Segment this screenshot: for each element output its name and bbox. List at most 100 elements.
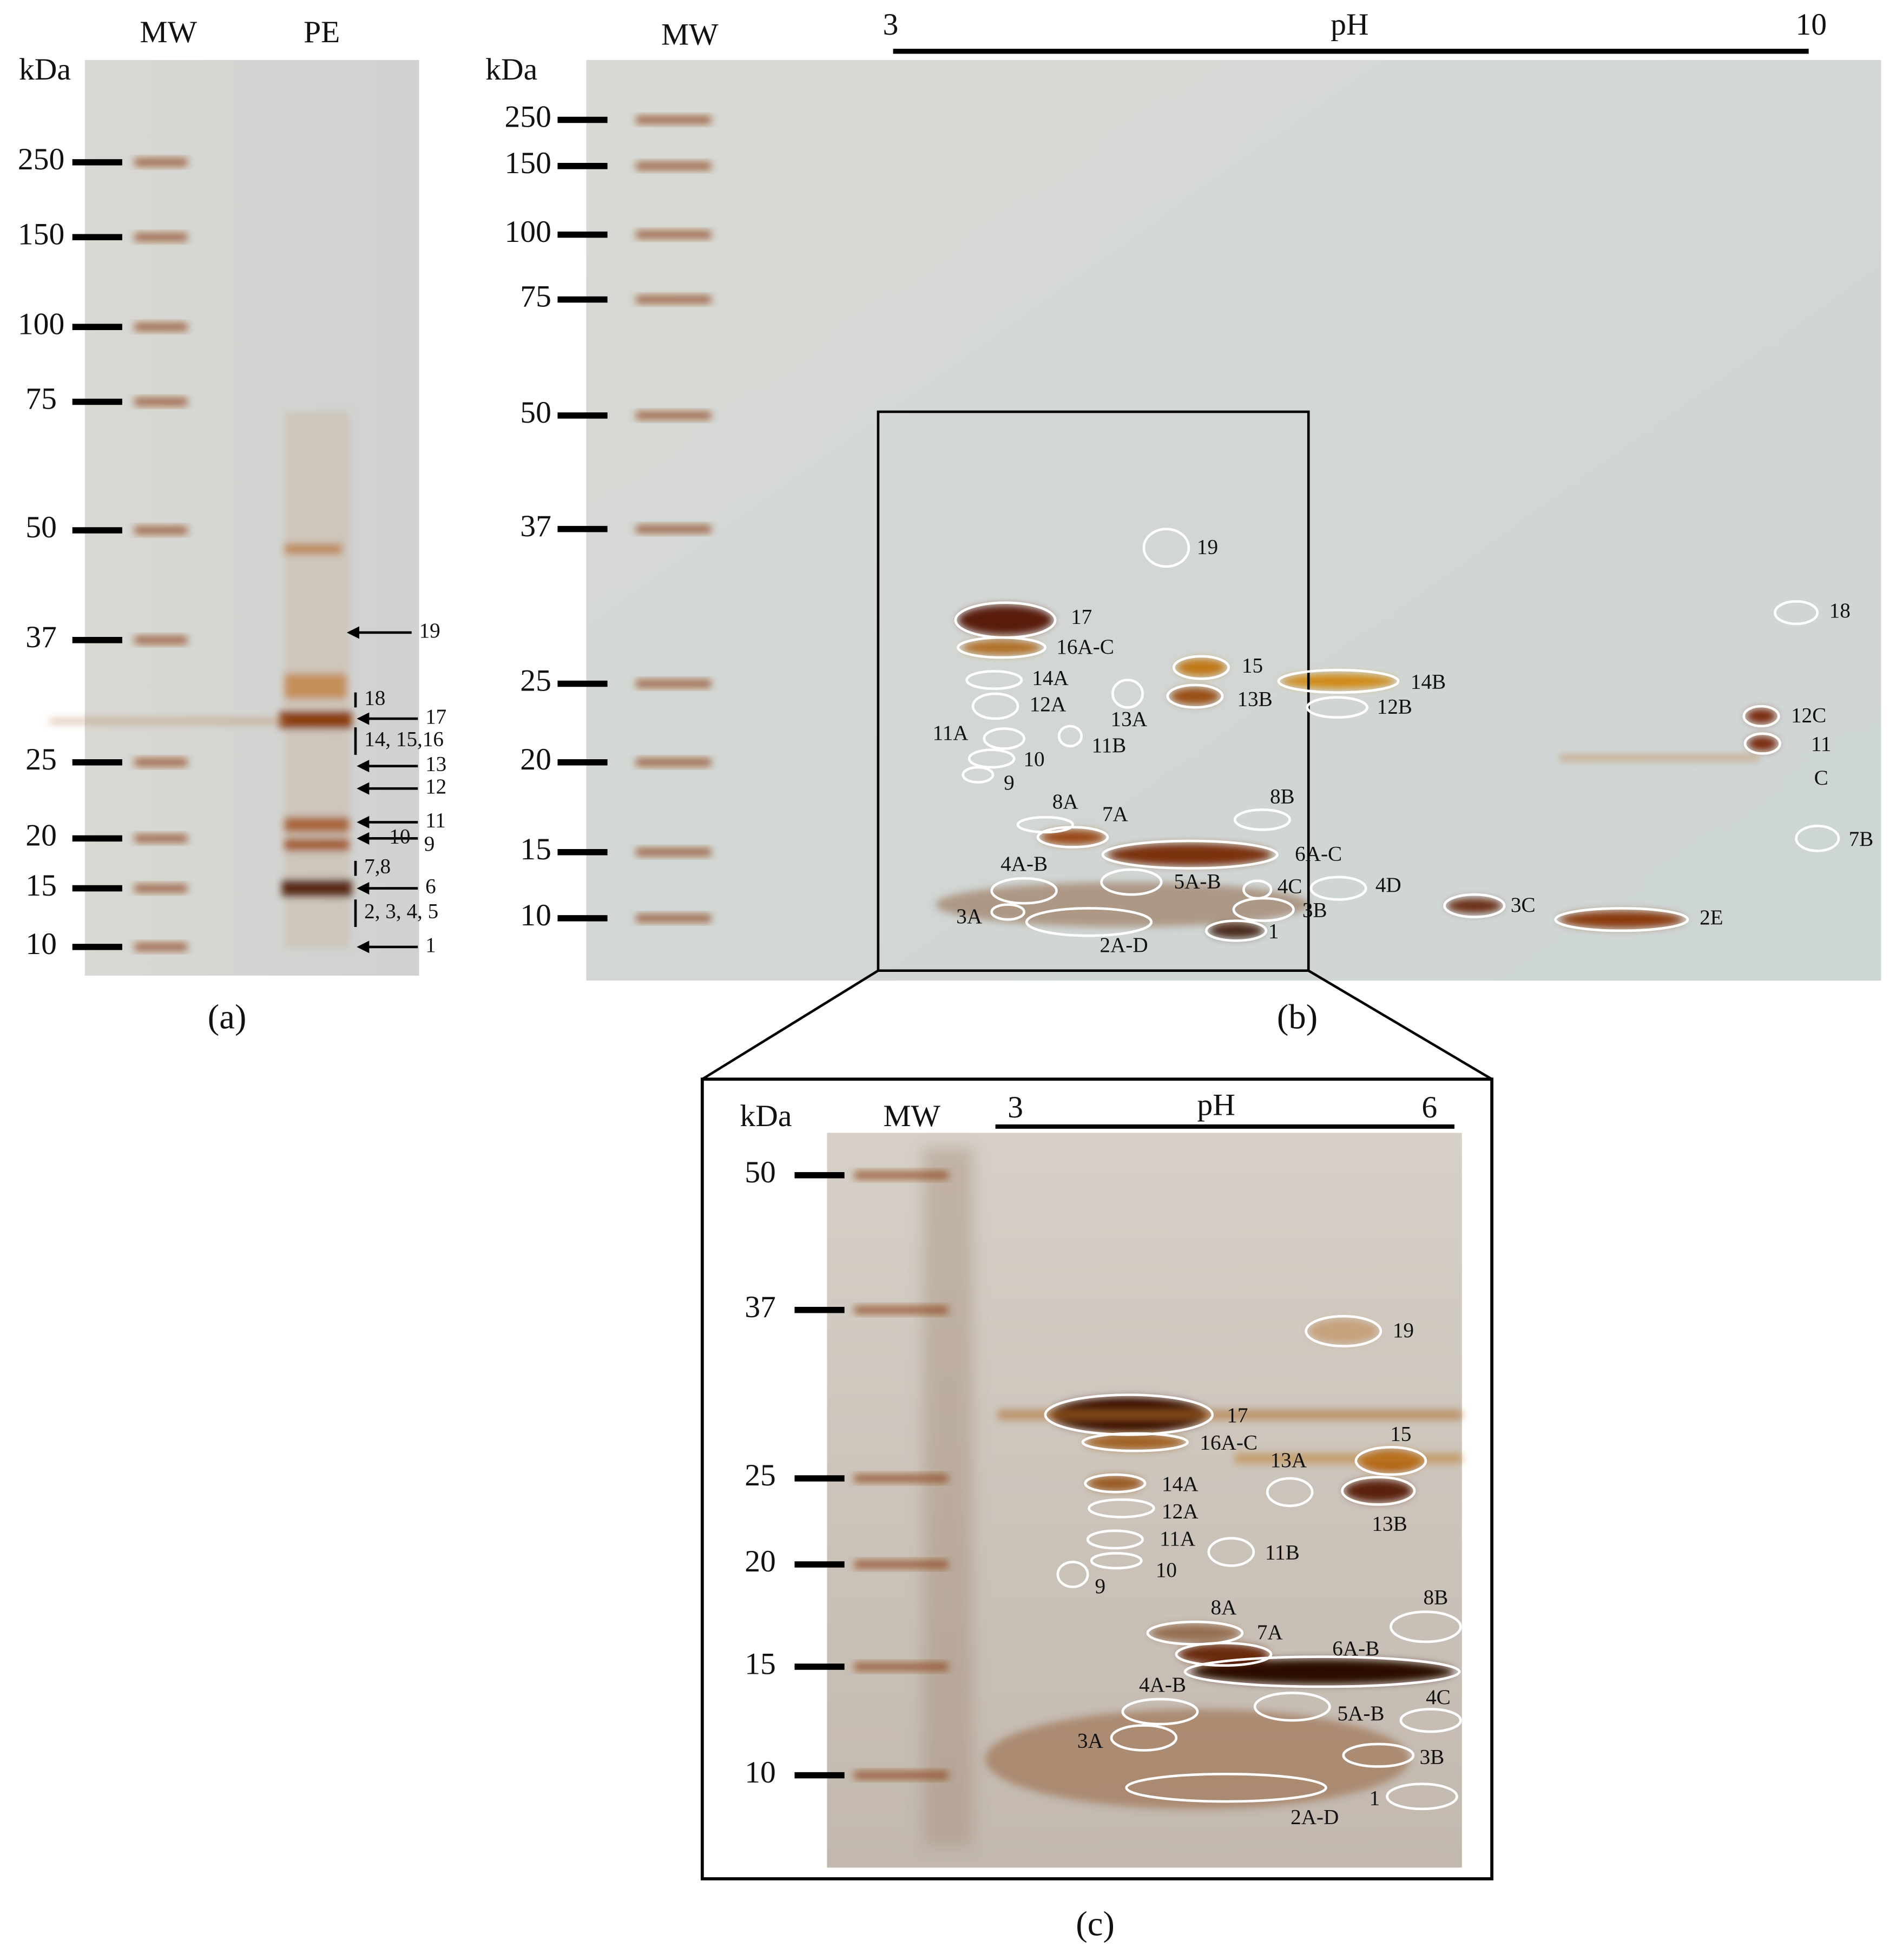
spot-label: 17 [1071, 606, 1092, 629]
spot-label: 13A [1111, 708, 1147, 731]
spot-label: 6A-B [1332, 1637, 1379, 1660]
ladder-band [636, 231, 711, 239]
band-label: 17 [425, 705, 446, 728]
ladder-band [854, 1561, 948, 1568]
spot-outline [990, 903, 1025, 921]
arrow-head [357, 782, 370, 795]
spot-label: 5A-B [1174, 870, 1221, 893]
zoom-line [701, 969, 879, 1081]
spot-outline [990, 877, 1058, 905]
ladder-band [134, 527, 187, 534]
band-label: 6 [425, 875, 436, 898]
ladder-band [636, 295, 711, 304]
spot-outline [1386, 1783, 1458, 1811]
spot-outline [1121, 1698, 1199, 1726]
marker-label: 20 [520, 742, 551, 777]
spot-label: 12B [1377, 695, 1412, 719]
spot-outline [1166, 683, 1224, 709]
spot-label: 11 [1811, 733, 1832, 756]
spot-outline [1036, 826, 1109, 849]
spot-label: 11B [1091, 734, 1126, 757]
spot-label: 4D [1375, 873, 1401, 897]
spot-outline [1207, 1537, 1255, 1567]
lane-label: MW [661, 18, 719, 52]
kda-label: kDa [19, 52, 71, 87]
spot-label: 2A-D [1100, 933, 1148, 957]
spot-outline [1081, 1432, 1189, 1452]
lane-label: MW [883, 1099, 940, 1133]
ladder-band [134, 398, 187, 406]
gel-b-spots [935, 605, 1778, 938]
spot-label: 3A [1077, 1729, 1103, 1753]
spot-outline [1554, 907, 1689, 932]
spot-label: 2A-D [1291, 1805, 1339, 1829]
ladder-band [854, 1663, 948, 1670]
spot-outline [1232, 897, 1295, 922]
ladder-band [636, 680, 711, 688]
ladder-band [636, 411, 711, 419]
spot-outline [1253, 1692, 1331, 1722]
spot-outline [1056, 1561, 1089, 1588]
spot-label: C [1814, 766, 1828, 790]
spot-outline [1172, 655, 1230, 680]
spot-label: 11A [933, 721, 969, 745]
spot-label: 18 [1829, 599, 1851, 622]
spot-outline [1277, 668, 1400, 694]
ladder-band [854, 1475, 948, 1482]
marker-label: 100 [504, 215, 551, 249]
marker-label: 15 [520, 832, 551, 866]
spot-label: 8B [1270, 785, 1295, 808]
marker-label: 250 [18, 142, 64, 176]
spot-outline [1111, 679, 1144, 709]
spot-label: 7B [1849, 827, 1874, 851]
ph-label: pH [1197, 1088, 1235, 1122]
ladder-band [636, 758, 711, 766]
spot-label: 10 [1156, 1558, 1177, 1582]
spot-label: 6A-C [1295, 843, 1342, 866]
caption: (b) [1277, 997, 1318, 1036]
spot-label: 14A [1032, 667, 1068, 690]
spot-outline [1101, 839, 1279, 870]
spot-label: 19 [1393, 1319, 1414, 1342]
arrow-head [357, 815, 370, 828]
spot-label: 3C [1511, 893, 1536, 917]
ladder-band [134, 884, 187, 892]
spot-label: 11A [1160, 1527, 1195, 1550]
marker-label: 10 [25, 927, 57, 961]
spot-outline [1743, 732, 1781, 755]
spot-label: 1 [1268, 920, 1279, 943]
panel-c-frame [700, 1077, 1493, 1880]
ph-end: 10 [1795, 8, 1827, 42]
gel-c-edge [1462, 1622, 1490, 1847]
spot-label: 13A [1270, 1449, 1307, 1472]
marker-label: 50 [745, 1155, 776, 1189]
marker-label: 37 [25, 620, 57, 654]
spot-label: 8A [1211, 1596, 1237, 1619]
spot-label: 4C [1278, 875, 1302, 898]
spot-outline [965, 670, 1023, 690]
marker-label: 20 [745, 1544, 776, 1578]
spot-outline [1399, 1708, 1462, 1733]
ladder-band [134, 323, 187, 331]
spot-label: 3A [956, 905, 982, 928]
spot-label: 16A-C [1056, 635, 1114, 659]
spot-outline [1443, 893, 1506, 918]
spot-outline [1306, 696, 1368, 719]
spot-label: 5A-B [1338, 1702, 1385, 1725]
ladder-band [854, 1306, 948, 1314]
spot-label: 10 [1023, 747, 1044, 771]
spot-outline [1341, 1476, 1416, 1506]
caption: (a) [208, 997, 247, 1036]
arrow-head [357, 760, 370, 773]
band-label: 13 [425, 753, 446, 776]
spot-label: 12A [1162, 1499, 1198, 1523]
spot-label: 3B [1302, 898, 1327, 922]
ladder-band [134, 758, 187, 766]
band-label: 12 [425, 775, 446, 798]
marker-label: 75 [25, 382, 57, 416]
spot-label: 2E [1700, 906, 1723, 929]
spot-outline [1342, 1742, 1415, 1768]
kda-label: kDa [485, 52, 537, 87]
lane-label: PE [304, 15, 340, 49]
